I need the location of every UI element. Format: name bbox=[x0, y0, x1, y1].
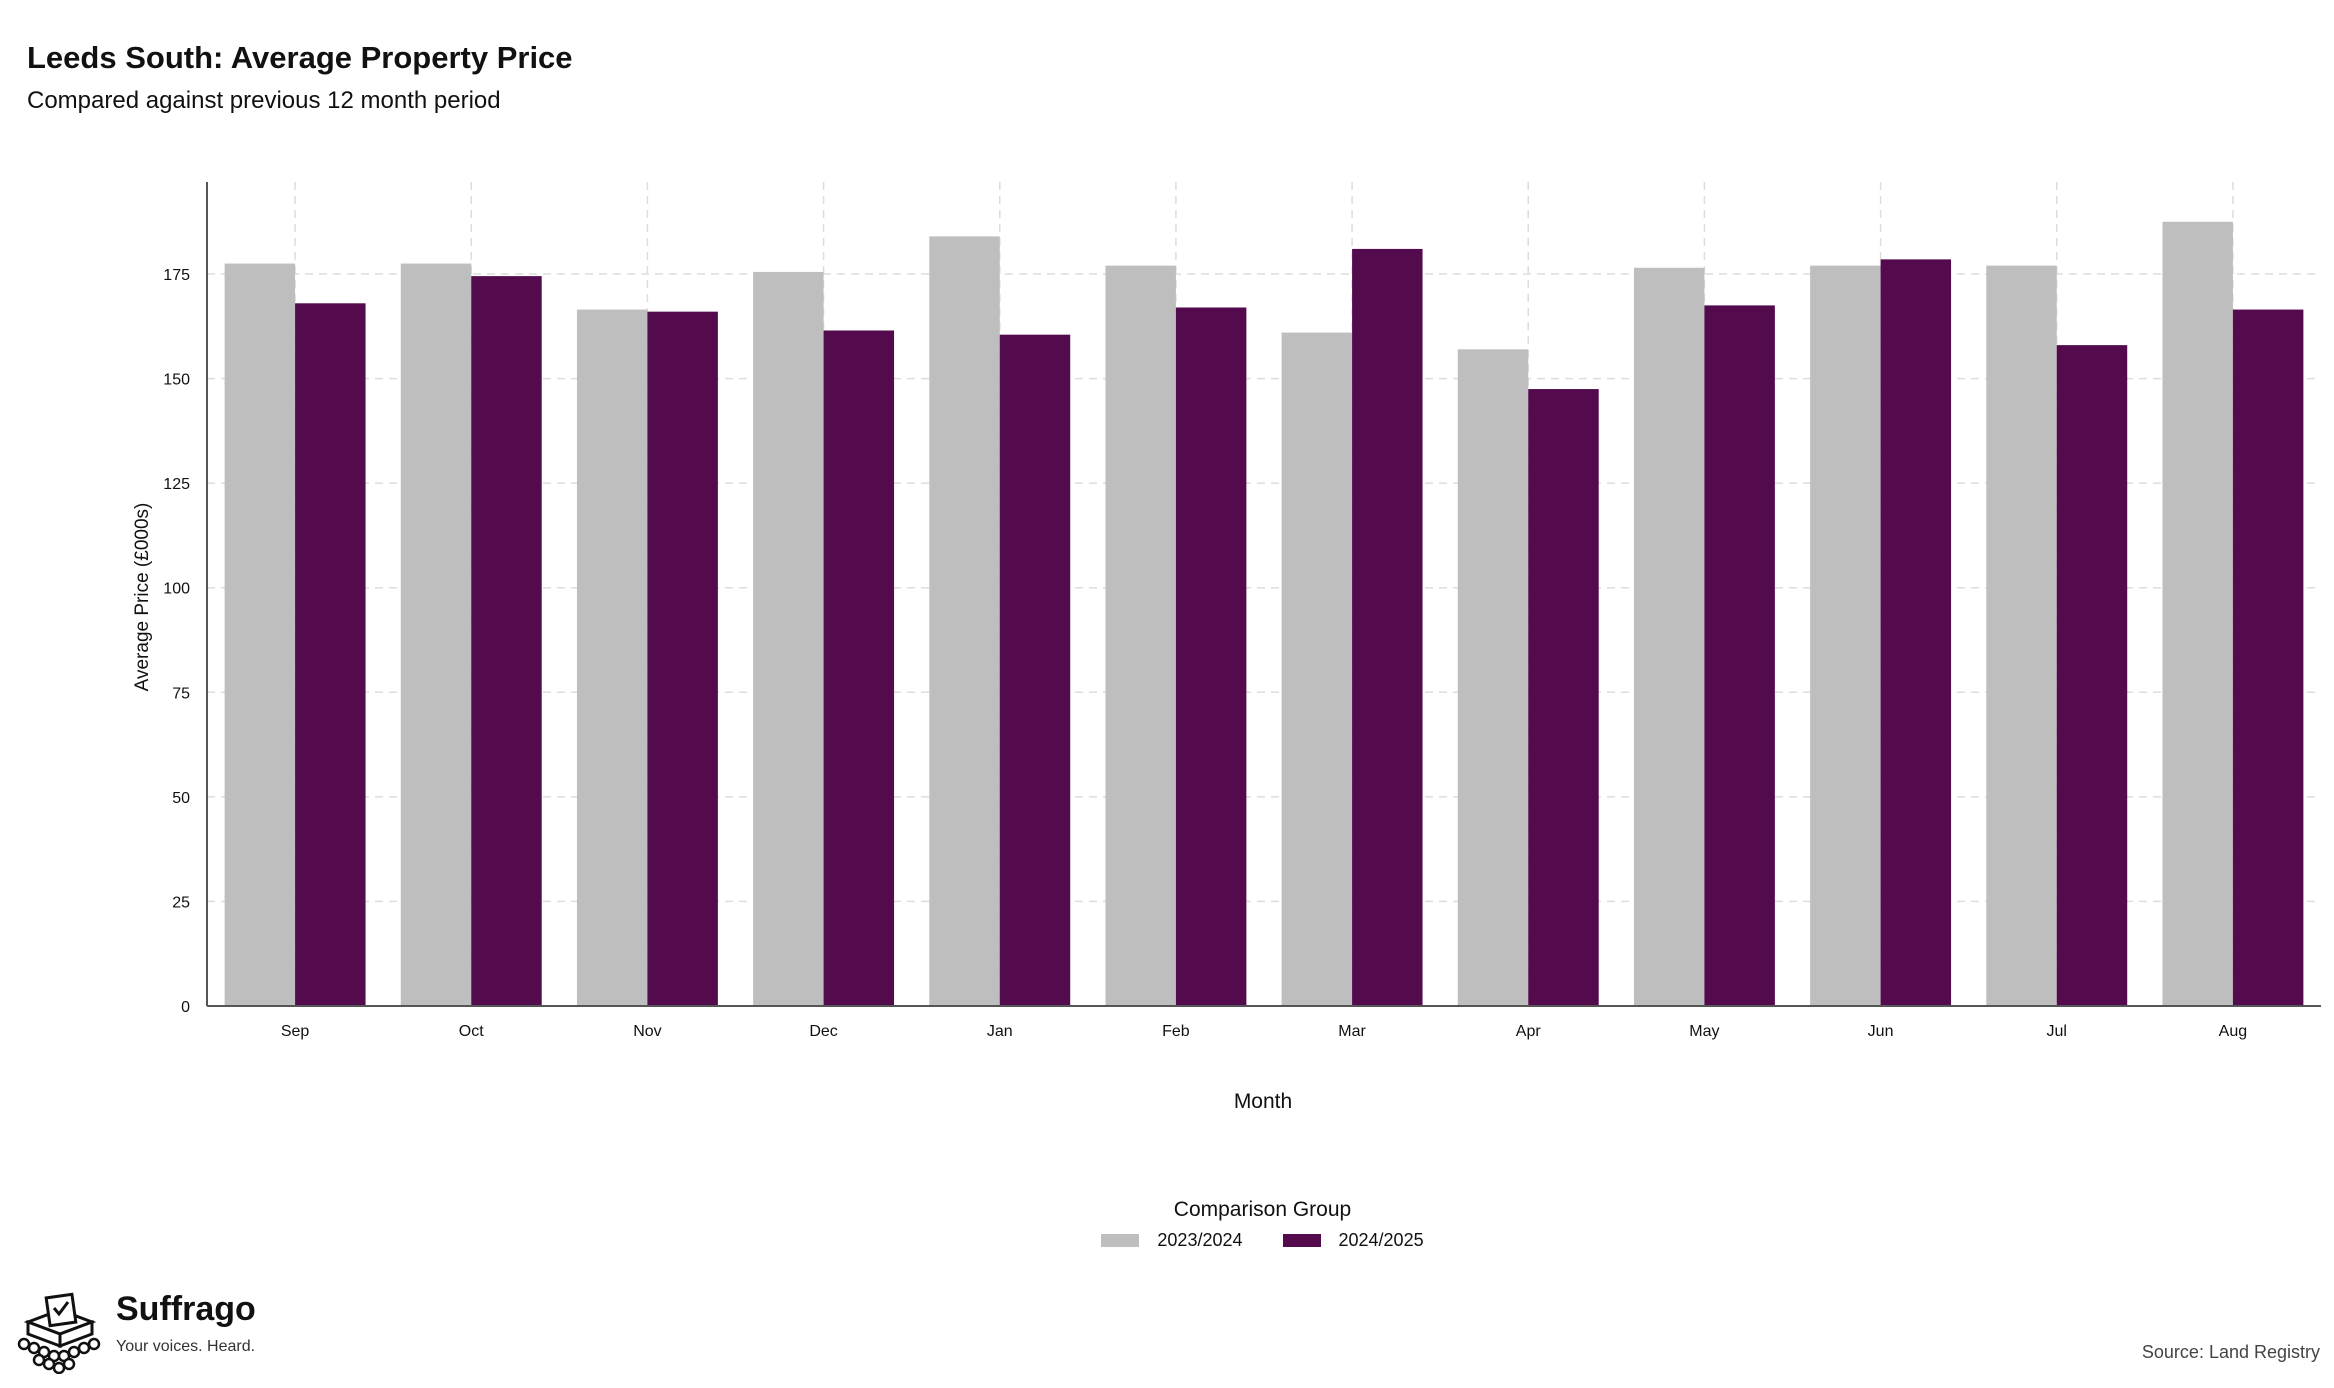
bar-b-oct bbox=[471, 276, 542, 1006]
x-tick-label: Jan bbox=[987, 1023, 1013, 1040]
y-tick-label: 150 bbox=[163, 372, 190, 389]
y-tick-label: 125 bbox=[163, 476, 190, 493]
legend-label-b: 2024/2025 bbox=[1338, 1230, 1424, 1250]
bar-b-may bbox=[1704, 305, 1775, 1006]
x-tick-label: May bbox=[1689, 1023, 1719, 1040]
y-tick-label: 75 bbox=[172, 685, 190, 702]
bar-a-nov bbox=[576, 309, 648, 1006]
bar-a-may bbox=[1633, 267, 1705, 1006]
bar-a-oct bbox=[400, 263, 472, 1006]
legend-item-b: 2024/2025 bbox=[1282, 1230, 1424, 1251]
y-tick-label: 0 bbox=[181, 999, 190, 1016]
bar-a-mar bbox=[1281, 332, 1353, 1006]
bar-b-aug bbox=[2232, 309, 2304, 1006]
legend-label-a: 2023/2024 bbox=[1157, 1230, 1243, 1250]
bar-a-dec bbox=[753, 271, 824, 1006]
bar-b-mar bbox=[1352, 248, 1423, 1007]
bar-b-sep bbox=[295, 303, 366, 1006]
bar-b-jun bbox=[1880, 259, 1952, 1006]
brand-tagline: Your voices. Heard. bbox=[116, 1338, 256, 1355]
y-tick-label: 100 bbox=[163, 581, 190, 598]
brand-logo: Suffrago Your voices. Heard. bbox=[14, 1292, 256, 1379]
x-tick-label: Sep bbox=[281, 1023, 310, 1040]
bar-chart: 0 25 50 75 100 125 150 175 Sep Oct Nov Dec Jan Feb Mar… bbox=[132, 182, 2321, 1113]
axes bbox=[206, 182, 2321, 1007]
x-tick-label: Feb bbox=[1162, 1023, 1190, 1040]
x-axis-label: Month bbox=[1234, 1090, 1292, 1113]
legend: Comparison Group 2023/2024 2024/2025 bbox=[0, 1198, 2334, 1251]
ballot-box-icon bbox=[14, 1292, 104, 1379]
bars bbox=[224, 221, 2304, 1007]
legend-swatch-a bbox=[1101, 1234, 1140, 1247]
x-tick-label: Oct bbox=[459, 1023, 484, 1040]
y-axis-label: Average Price (£000s) bbox=[132, 503, 153, 692]
bar-a-jul bbox=[1986, 265, 2057, 1007]
bar-a-jan bbox=[929, 236, 1000, 1007]
x-tick-label: Nov bbox=[633, 1023, 661, 1040]
chart-title: Leeds South: Average Property Price bbox=[27, 40, 573, 75]
x-tick-label: Dec bbox=[809, 1023, 837, 1040]
bar-a-aug bbox=[2162, 221, 2233, 1007]
y-tick-label: 175 bbox=[163, 267, 190, 284]
bar-b-apr bbox=[1528, 389, 1599, 1007]
bar-a-feb bbox=[1105, 265, 1176, 1007]
source-note: Source: Land Registry bbox=[2141, 1342, 2320, 1362]
bar-a-sep bbox=[224, 263, 296, 1006]
x-tick-label: Jul bbox=[2047, 1023, 2067, 1040]
tick-labels: 0 25 50 75 100 125 150 175 Sep Oct Nov Dec Jan Feb Mar… bbox=[163, 267, 2247, 1040]
legend-swatch-b bbox=[1282, 1234, 1321, 1247]
chart-subtitle: Compared against previous 12 month perio… bbox=[27, 87, 501, 114]
bar-b-nov bbox=[647, 311, 718, 1006]
x-tick-label: Aug bbox=[2219, 1023, 2247, 1040]
legend-title: Comparison Group bbox=[1173, 1198, 1352, 1221]
legend-item-a: 2023/2024 bbox=[1101, 1230, 1243, 1251]
bar-a-apr bbox=[1457, 349, 1529, 1006]
bar-b-dec bbox=[823, 330, 895, 1006]
x-tick-label: Mar bbox=[1338, 1023, 1366, 1040]
bar-b-feb bbox=[1175, 307, 1247, 1006]
y-tick-label: 50 bbox=[172, 790, 190, 807]
y-tick-label: 25 bbox=[172, 894, 190, 911]
bar-b-jan bbox=[999, 334, 1071, 1006]
brand-name: Suffrago bbox=[116, 1290, 256, 1328]
bar-a-jun bbox=[1810, 265, 1881, 1007]
bar-b-jul bbox=[2056, 345, 2128, 1006]
x-tick-label: Apr bbox=[1516, 1023, 1542, 1040]
x-tick-label: Jun bbox=[1868, 1023, 1894, 1040]
